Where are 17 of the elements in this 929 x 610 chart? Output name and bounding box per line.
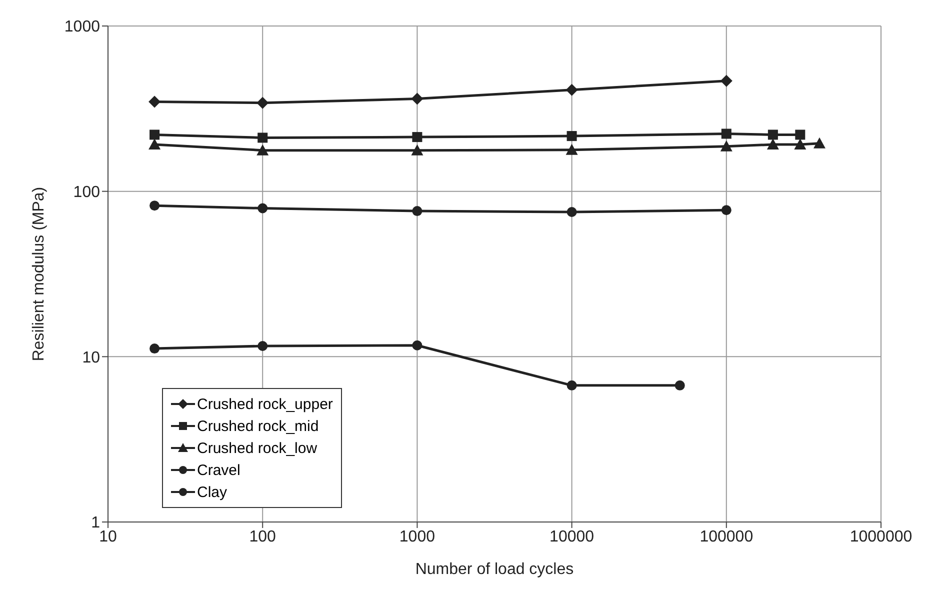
y-tick-label: 10: [82, 349, 100, 366]
x-tick-label: 1000: [399, 528, 436, 546]
x-tick-label: 10000: [550, 528, 594, 546]
legend-label: Crushed rock_mid: [197, 418, 319, 434]
legend-label: Clay: [197, 484, 228, 500]
legend-label: Crushed rock_upper: [197, 396, 333, 412]
x-axis-title: Number of load cycles: [415, 561, 574, 578]
y-axis-title: Resilient modulus (MPa): [30, 186, 48, 362]
y-tick-label: 1000: [64, 18, 100, 36]
legend-label: Cravel: [197, 462, 240, 478]
legend-label: Crushed rock_low: [197, 440, 318, 456]
x-tick-label: 1000000: [850, 528, 912, 546]
x-tick-label: 100: [249, 528, 276, 546]
x-tick-label: 100000: [700, 528, 754, 546]
x-tick-label: 10: [99, 528, 117, 546]
y-tick-label: 100: [73, 184, 100, 202]
y-tick-label: 1: [91, 514, 100, 532]
